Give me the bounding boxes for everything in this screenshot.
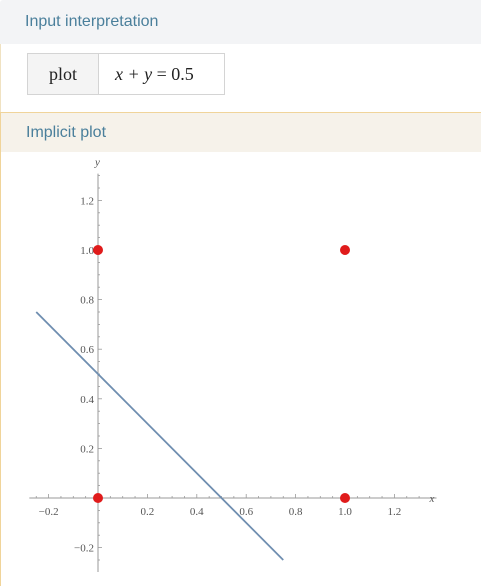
y-tick-label: −0.2 bbox=[74, 543, 94, 555]
input-interpretation-header: Input interpretation bbox=[0, 0, 481, 44]
x-tick-label: 1.2 bbox=[388, 506, 402, 518]
x-axis-label: x bbox=[429, 493, 435, 505]
expression-lhs: x + y bbox=[115, 63, 153, 84]
y-tick-label: 0.6 bbox=[80, 344, 94, 356]
implicit-curve-line bbox=[35, 311, 284, 561]
x-tick-label: 0.6 bbox=[239, 506, 253, 518]
data-point bbox=[340, 493, 350, 503]
y-tick-label: 1.0 bbox=[80, 245, 94, 257]
y-tick-label: 1.2 bbox=[80, 195, 94, 207]
y-tick-label: 0.8 bbox=[80, 295, 94, 307]
axes bbox=[29, 173, 437, 572]
y-tick-label: 0.4 bbox=[80, 394, 94, 406]
expression-cell: x + y = 0.5 bbox=[98, 53, 225, 95]
x-tick-label: 1.0 bbox=[338, 506, 352, 518]
implicit-plot-chart: −0.2 0.2 0.4 0.6 0.8 1.0 1.2 −0.2 0.2 0.4 0.6 0.8 1.… bbox=[29, 157, 437, 572]
ticks: −0.2 0.2 0.4 0.6 0.8 1.0 1.2 −0.2 0.2 0.4 0.6 0.8 1.… bbox=[35, 175, 420, 561]
expression-equals: = bbox=[152, 63, 172, 84]
implicit-plot-header: Implicit plot bbox=[0, 112, 481, 152]
x-tick-label: −0.2 bbox=[39, 506, 59, 518]
input-interpretation-title: Input interpretation bbox=[25, 13, 159, 30]
x-tick-label: 0.2 bbox=[141, 506, 155, 518]
implicit-plot-pod bbox=[0, 152, 481, 586]
data-point bbox=[340, 245, 350, 255]
expression-rhs: 0.5 bbox=[171, 63, 194, 84]
series bbox=[35, 311, 284, 561]
data-point bbox=[93, 245, 103, 255]
implicit-plot-title: Implicit plot bbox=[26, 123, 107, 141]
points bbox=[93, 245, 350, 503]
x-tick-label: 0.4 bbox=[190, 506, 204, 518]
y-tick-label: 0.2 bbox=[80, 443, 94, 455]
data-point bbox=[93, 493, 103, 503]
x-tick-label: 0.8 bbox=[289, 506, 303, 518]
command-cell: plot bbox=[27, 53, 99, 95]
y-axis-label: y bbox=[94, 157, 100, 169]
input-interpretation-table: plot x + y = 0.5 bbox=[27, 53, 225, 95]
